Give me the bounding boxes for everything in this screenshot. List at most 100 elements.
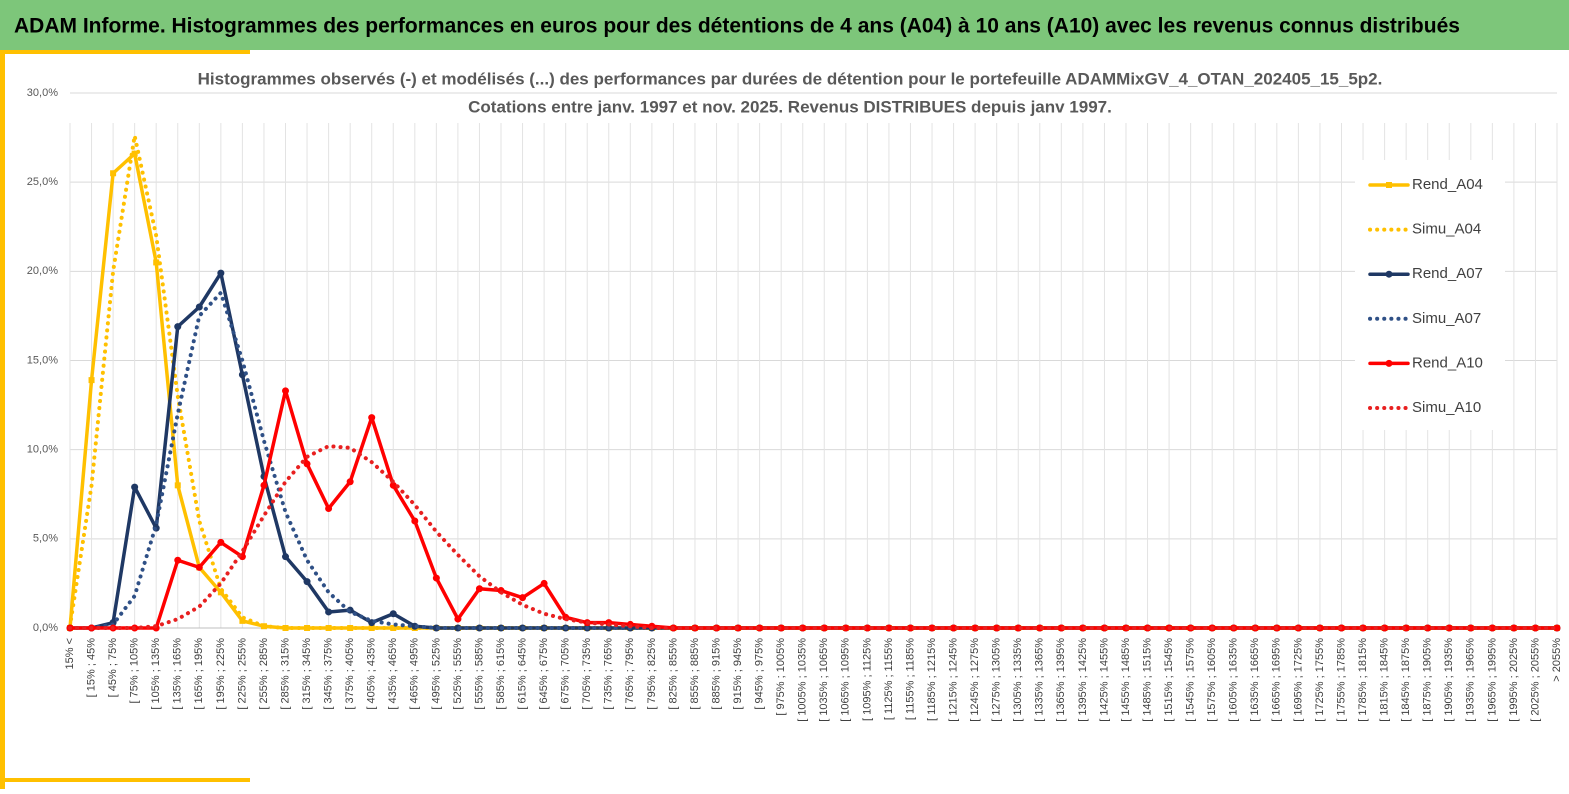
- data-point: [217, 589, 224, 596]
- x-tick-label: [ 1155% ; 1185%: [904, 638, 916, 720]
- x-tick-label: [ 375% ; 405%: [344, 638, 356, 710]
- x-tick-label: [ 765% ; 795%: [624, 638, 636, 710]
- x-tick-label: [ 735% ; 765%: [603, 638, 615, 710]
- x-tick-label: [ 555% ; 585%: [473, 638, 485, 710]
- x-tick-label: [ 945% ; 975%: [754, 638, 766, 710]
- x-tick-label: [ 855% ; 885%: [689, 638, 701, 710]
- x-tick-label: [ 915% ; 945%: [732, 638, 744, 710]
- legend-marker: [1385, 270, 1393, 278]
- legend-marker: [1385, 359, 1393, 367]
- legend-label: Rend_A10: [1412, 354, 1483, 371]
- x-tick-label: [ 1605% ; 1635%: [1228, 638, 1240, 722]
- data-point: [153, 259, 160, 266]
- x-tick-label: [ 1905% ; 1935%: [1443, 638, 1455, 722]
- x-tick-label: [ 645% ; 675%: [538, 638, 550, 710]
- x-tick-label: [ 1215% ; 1245%: [947, 638, 959, 722]
- legend-label: Simu_A07: [1412, 310, 1481, 327]
- x-tick-label: [ 1395% ; 1425%: [1077, 638, 1089, 722]
- data-point: [131, 150, 138, 157]
- series-line: [68, 133, 1559, 630]
- x-tick-label: [ 1845% ; 1875%: [1400, 638, 1412, 722]
- y-tick-label: 20,0%: [27, 265, 58, 277]
- legend-label: Rend_A07: [1412, 265, 1483, 282]
- x-tick-label: [ 1545% ; 1575%: [1185, 638, 1197, 722]
- x-tick-label: [ 1665% ; 1695%: [1271, 638, 1283, 722]
- x-tick-label: > 2055%: [1551, 638, 1563, 682]
- series-line: [68, 271, 1559, 630]
- legend-box: [1355, 160, 1505, 430]
- x-tick-label: [ 495% ; 525%: [430, 638, 442, 710]
- data-point: [950, 624, 958, 632]
- x-tick-label: [ 1005% ; 1035%: [797, 638, 809, 722]
- data-point: [303, 460, 311, 468]
- x-tick-label: [ 825% ; 855%: [667, 638, 679, 710]
- data-point: [885, 624, 893, 632]
- series-line: [68, 151, 1559, 630]
- chart-subtitle: Cotations entre janv. 1997 et nov. 2025.…: [468, 97, 1112, 116]
- series-line: [68, 389, 1559, 630]
- x-tick-label: [ 525% ; 555%: [452, 638, 464, 710]
- plot: 0,0% 5,0% 10,0% 15,0% 20,0% 25,0% 30,0% 15% < [ …: [27, 87, 1563, 722]
- data-point: [1467, 624, 1475, 632]
- data-point: [303, 578, 311, 586]
- data-point: [217, 269, 225, 277]
- data-point: [906, 624, 914, 632]
- data-point: [195, 563, 203, 571]
- header-band: [0, 0, 1569, 50]
- x-tick-label: [ 255% ; 285%: [258, 638, 270, 710]
- series-line: [68, 290, 1559, 630]
- x-tick-label: [ 1245% ; 1275%: [969, 638, 981, 722]
- data-point: [174, 556, 182, 564]
- x-tick-label: [ 1935% ; 1965%: [1465, 638, 1477, 722]
- x-tick-label: [ 615% ; 645%: [516, 638, 528, 710]
- data-point: [239, 617, 246, 624]
- data-point: [1531, 624, 1539, 632]
- x-tick-label: [ 1965% ; 1995%: [1486, 638, 1498, 722]
- x-tick-label: [ 1185% ; 1215%: [926, 638, 938, 721]
- data-point: [217, 538, 225, 546]
- x-tick-label: [ 405% ; 435%: [366, 638, 378, 710]
- data-point: [519, 594, 527, 602]
- data-point: [432, 574, 440, 582]
- data-point: [1488, 624, 1496, 632]
- legend-marker: [1386, 182, 1392, 188]
- x-tick-label: [ 435% ; 465%: [387, 638, 399, 710]
- data-point: [260, 481, 268, 489]
- chart-title: Histogrammes observés (-) et modélisés (…: [198, 69, 1383, 88]
- x-tick-label: [ 165% ; 195%: [193, 638, 205, 710]
- x-tick-label: [ 225% ; 255%: [236, 638, 248, 710]
- y-tick-label: 30,0%: [27, 87, 58, 99]
- y-tick-label: 10,0%: [27, 444, 58, 456]
- x-tick-label: [ 1815% ; 1845%: [1379, 638, 1391, 722]
- data-point: [174, 323, 182, 331]
- data-point: [346, 478, 354, 486]
- data-point: [389, 610, 397, 618]
- data-point: [1510, 624, 1518, 632]
- x-tick-label: [ 1335% ; 1365%: [1034, 638, 1046, 722]
- data-point: [282, 553, 290, 561]
- x-tick-label: [ 585% ; 615%: [495, 638, 507, 710]
- data-point: [325, 608, 333, 616]
- x-tick-label: 15% <: [64, 638, 76, 670]
- y-tick-label: 5,0%: [33, 533, 58, 545]
- x-tick-label: [ 1695% ; 1725%: [1292, 638, 1304, 722]
- x-tick-label: [ 1515% ; 1545%: [1163, 638, 1175, 722]
- data-point: [368, 414, 376, 422]
- x-tick-label: [ 1725% ; 1755%: [1314, 638, 1326, 722]
- x-tick-label: [ 1095% ; 1125%: [861, 638, 873, 721]
- x-tick-label: [ 285% ; 315%: [279, 638, 291, 710]
- data-point: [1553, 624, 1561, 632]
- x-tick-label: [ 885% ; 915%: [710, 638, 722, 710]
- x-tick-label: [ 1365% ; 1395%: [1055, 638, 1067, 722]
- x-tick-label: [ 465% ; 495%: [409, 638, 421, 710]
- data-point: [475, 585, 483, 593]
- data-point: [971, 624, 979, 632]
- data-point: [174, 482, 181, 489]
- x-tick-label: [ 45% ; 75%: [107, 638, 119, 698]
- data-point: [540, 579, 548, 587]
- series-line: [68, 444, 1559, 630]
- top-accent: [0, 50, 250, 54]
- left-accent: [0, 50, 5, 789]
- x-tick-label: [ 315% ; 345%: [301, 638, 313, 710]
